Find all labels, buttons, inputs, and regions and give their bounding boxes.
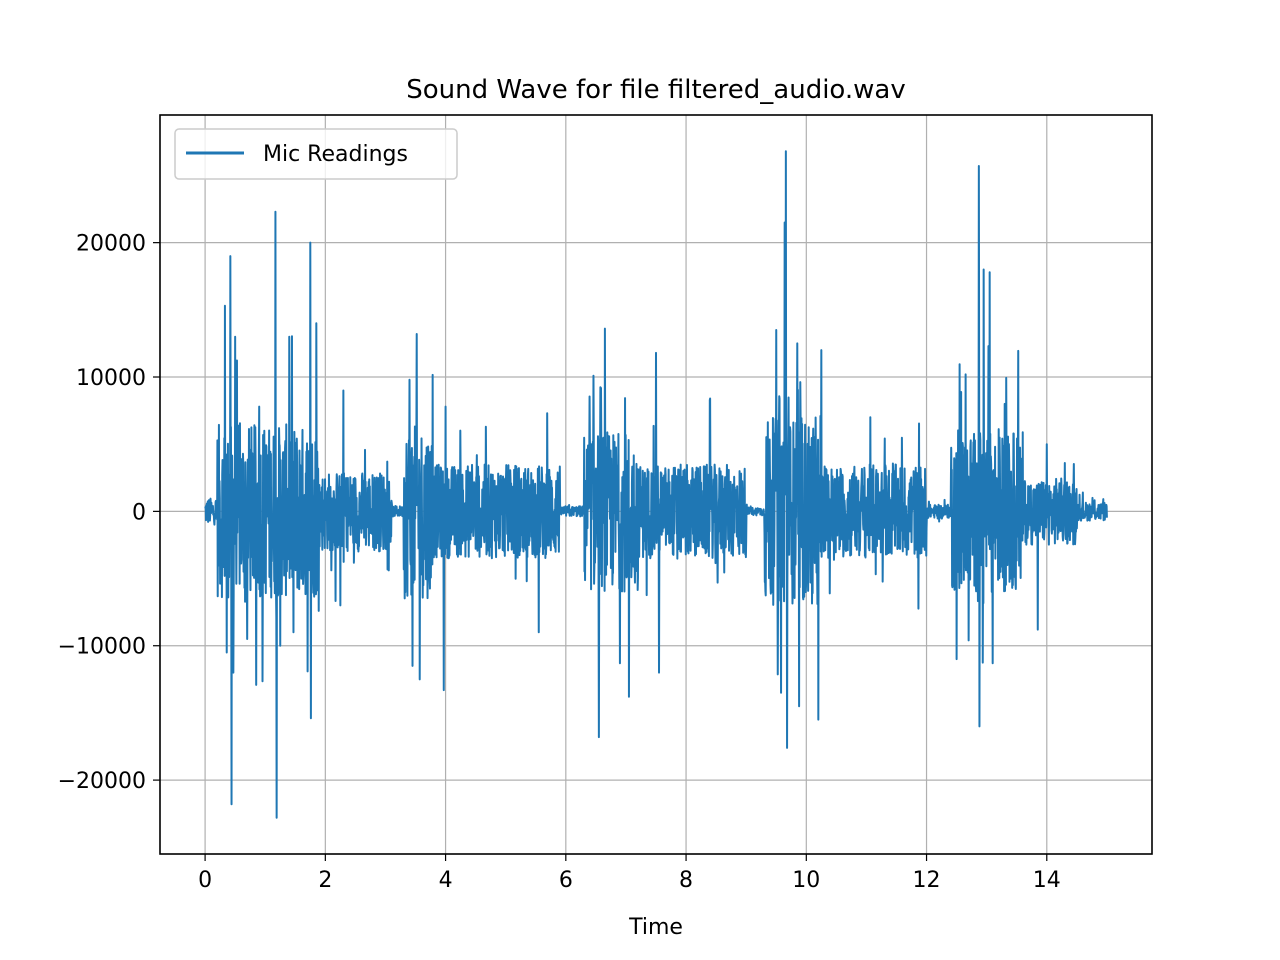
legend: Mic Readings (174, 128, 458, 180)
x-axis-label: Time (628, 915, 683, 940)
axis-ticks: 0 2 4 6 8 10 12 14 −20000 −10000 0 10000 20000 (58, 232, 1061, 893)
x-tick-label: 4 (439, 868, 453, 893)
x-tick-label: 10 (792, 868, 820, 893)
x-tick-label: 14 (1033, 868, 1061, 893)
y-tick-label: −10000 (58, 635, 146, 660)
x-tick-label: 6 (559, 868, 573, 893)
series-line-mic-readings (204, 150, 1108, 819)
legend-box (174, 128, 458, 180)
legend-label: Mic Readings (263, 142, 408, 167)
y-tick-label: 10000 (76, 366, 146, 391)
chart-title: Sound Wave for file filtered_audio.wav (406, 75, 905, 105)
plot-area (204, 150, 1108, 819)
x-tick-label: 2 (318, 868, 332, 893)
axes-frame (159, 114, 1153, 855)
y-tick-label: −20000 (58, 769, 146, 794)
y-tick-label: 0 (132, 500, 146, 525)
x-tick-label: 12 (913, 868, 941, 893)
x-tick-label: 8 (679, 868, 693, 893)
x-tick-label: 0 (198, 868, 212, 893)
y-tick-label: 20000 (76, 232, 146, 257)
